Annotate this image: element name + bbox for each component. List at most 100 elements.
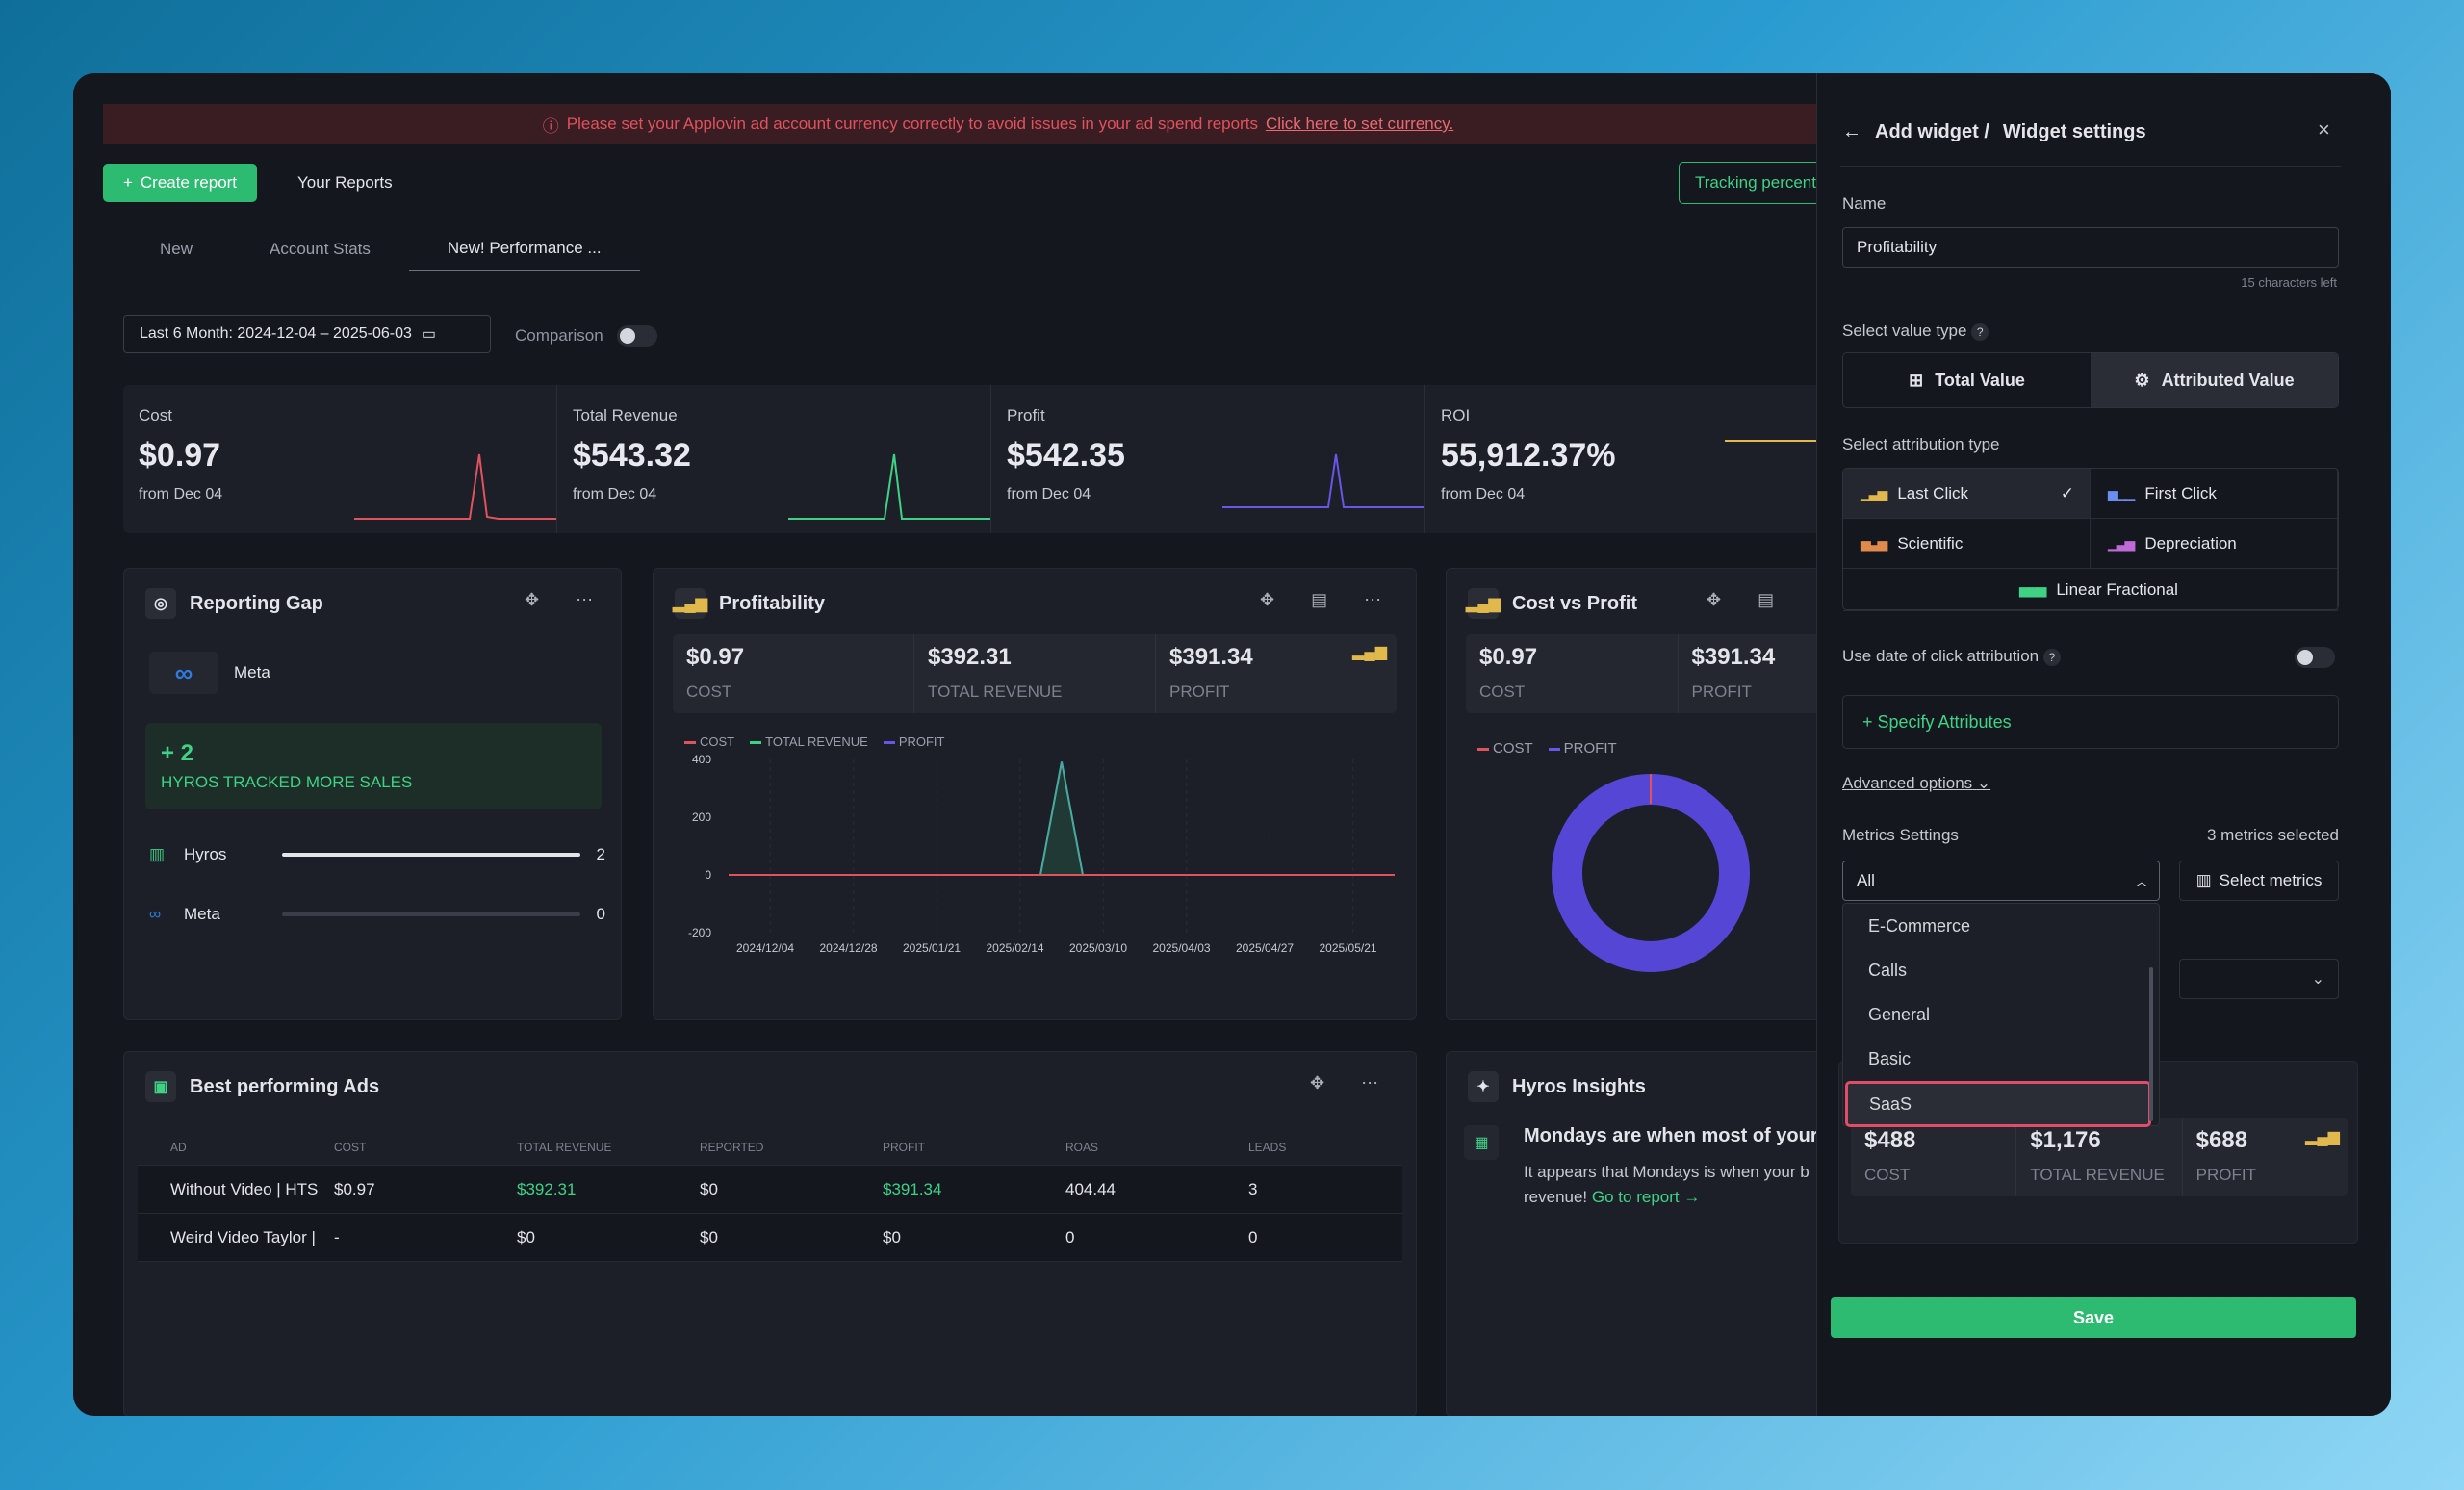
hyros-meta-logo: ∞ — [149, 652, 218, 694]
menu-item-basic[interactable]: Basic — [1868, 1048, 1912, 1068]
bar-chart-icon: ▂▄▆ — [1352, 644, 1387, 660]
attribution-type-grid: ▁▃▅ Last Click ✓ ▅▁▁ First Click ▅▃▅ Scienti… — [1842, 468, 2339, 611]
go-to-report-link[interactable]: Go to report → — [1591, 1188, 1701, 1206]
tab-performance[interactable]: New! Performance ... — [408, 227, 640, 271]
first-click-option[interactable]: ▅▁▁ First Click — [2091, 469, 2338, 519]
last-click-option[interactable]: ▁▃▅ Last Click ✓ — [1843, 469, 2091, 519]
bar-chart-icon: ▁▃▅ — [2108, 535, 2135, 551]
document-icon[interactable]: ▤ — [1758, 590, 1775, 609]
secondary-select[interactable]: ⌄ — [2179, 959, 2339, 999]
x-tick-label: 2025/01/21 — [903, 941, 961, 955]
stat-profit: Profit $542.35 from Dec 04 — [991, 385, 1425, 533]
menu-item-ecommerce[interactable]: E-Commerce — [1868, 915, 1971, 936]
move-icon[interactable]: ✥ — [525, 590, 540, 609]
document-icon[interactable]: ▤ — [1311, 590, 1328, 609]
bar-chart-icon: ▅▅▅ — [2019, 581, 2046, 597]
specify-attributes-button[interactable]: + Specify Attributes — [1842, 695, 2339, 749]
gap-rows: ▥ Hyros 2 ∞ Meta 0 — [149, 840, 605, 929]
chevron-up-icon: ︿ — [2135, 874, 2147, 888]
move-icon[interactable]: ✥ — [1310, 1073, 1325, 1092]
target-icon: ◎ — [145, 588, 176, 619]
y-tick-label: 0 — [705, 868, 711, 882]
more-icon[interactable]: ⋯ — [1361, 1073, 1379, 1092]
linear-fractional-option[interactable]: ▅▅▅ Linear Fractional — [1843, 569, 2338, 611]
scientific-option[interactable]: ▅▃▅ Scientific — [1843, 519, 2091, 569]
gap-row-meta: ∞ Meta 0 — [149, 905, 605, 923]
reporting-gap-card: ◎ Reporting Gap ✥ ⋯ ∞ Meta + 2 HYROS TRACKE… — [123, 568, 622, 1020]
best-ads-card: ▣ Best performing Ads ✥ ⋯ AD COST TOTAL REVE… — [123, 1051, 1417, 1416]
chevron-down-icon: ⌄ — [1976, 774, 1991, 792]
metrics-category-menu: E-Commerce Calls General Basic SaaS — [1842, 903, 2160, 1127]
name-field[interactable]: Profitability — [1842, 227, 2339, 268]
more-icon[interactable]: ⋯ — [576, 590, 594, 609]
profit-sparkline — [1222, 453, 1424, 508]
click-date-toggle[interactable] — [2295, 647, 2335, 668]
tab-account-stats[interactable]: Account Stats — [270, 240, 371, 258]
advanced-options-link[interactable]: Advanced options ⌄ — [1842, 774, 1991, 792]
profitability-metrics: $0.97 COST $392.31 TOTAL REVENUE $391.34 PR… — [673, 634, 1397, 713]
x-tick-label: 2024/12/28 — [820, 941, 878, 955]
table-header: AD COST TOTAL REVENUE REPORTED PROFIT ROAS LEA… — [138, 1129, 1402, 1166]
gap-row-hyros: ▥ Hyros 2 — [149, 845, 605, 863]
cvp-donut-chart — [1552, 774, 1750, 972]
help-icon[interactable]: ? — [1971, 323, 1989, 341]
settings-icon: ⚙ — [2134, 370, 2150, 390]
menu-item-calls[interactable]: Calls — [1868, 960, 1908, 980]
presentation-icon: ▣ — [145, 1071, 176, 1102]
tab-new[interactable]: New — [160, 240, 193, 258]
meta-icon: ∞ — [149, 905, 162, 923]
stat-revenue: Total Revenue $543.32 from Dec 04 — [557, 385, 991, 533]
attributed-value-option[interactable]: ⚙ Attributed Value — [2091, 353, 2338, 407]
sparkle-icon: ✦ — [1468, 1071, 1499, 1102]
depreciation-option[interactable]: ▁▃▅ Depreciation — [2091, 519, 2338, 569]
gap-bar — [282, 912, 580, 916]
revenue-area — [1040, 761, 1083, 875]
table-row[interactable]: Without Video | HTS $0.97 $392.31 $0 $391.34… — [138, 1166, 1402, 1214]
metrics-category-select[interactable]: All ︿ — [1842, 861, 2160, 901]
your-reports-link[interactable]: Your Reports — [297, 173, 393, 192]
select-metrics-button[interactable]: ▥ Select metrics — [2179, 861, 2339, 901]
report-tabs: New Account Stats New! Performance ... — [121, 227, 640, 271]
comparison-toggle[interactable] — [616, 325, 657, 347]
profitability-line-chart: 400 200 0 -200 2024/12/04 2024/12/28 2025/01/2… — [688, 753, 1395, 955]
back-arrow-icon[interactable]: ← — [1842, 121, 1861, 142]
warning-icon: ⓘ — [542, 116, 559, 136]
check-icon: ✓ — [2060, 483, 2074, 502]
total-value-option[interactable]: ⊞ Total Value — [1909, 370, 2025, 390]
calendar-icon: ▭ — [421, 326, 436, 343]
table-row[interactable]: Weird Video Taylor | - $0 $0 $0 0 0 — [138, 1214, 1402, 1262]
menu-item-general[interactable]: General — [1868, 1004, 1931, 1024]
revenue-sparkline — [788, 453, 990, 520]
breadcrumb[interactable]: Add widget / — [1875, 121, 1989, 142]
x-tick-label: 2025/03/10 — [1069, 941, 1127, 955]
bar-chart-icon: ▅▁▁ — [2108, 485, 2135, 501]
platform-row: ∞ Meta — [149, 652, 270, 694]
save-button[interactable]: Save — [1831, 1297, 2356, 1338]
bar-chart-icon: ▅▃▅ — [1861, 535, 1887, 551]
stat-cost: Cost $0.97 from Dec 04 — [123, 385, 557, 533]
stat-roi: ROI 55,912.37% from Dec 04 — [1425, 385, 1879, 533]
banner-message: Please set your Applovin ad account curr… — [566, 115, 1258, 133]
panel-title: Widget settings — [2002, 121, 2146, 142]
move-icon[interactable]: ✥ — [1260, 590, 1275, 609]
menu-item-saas[interactable]: SaaS — [1845, 1081, 2151, 1127]
x-tick-label: 2024/12/04 — [736, 941, 794, 955]
grid-icon: ⊞ — [1909, 370, 1924, 390]
bar-chart-icon: ▁▃▅ — [1861, 485, 1887, 501]
date-range-picker[interactable]: Last 6 Month: 2024-12-04 – 2025-06-03 ▭ — [123, 315, 491, 353]
move-icon[interactable]: ✥ — [1707, 590, 1722, 609]
help-icon[interactable]: ? — [2042, 649, 2061, 666]
columns-icon: ▥ — [2195, 871, 2212, 889]
set-currency-link[interactable]: Click here to set currency. — [1265, 115, 1454, 133]
y-tick-label: 200 — [692, 810, 711, 824]
close-icon[interactable]: × — [2318, 117, 2330, 141]
x-tick-label: 2025/05/21 — [1320, 941, 1377, 955]
more-icon[interactable]: ⋯ — [1364, 590, 1382, 609]
create-report-button[interactable]: + Create report — [103, 164, 257, 202]
x-tick-label: 2025/02/14 — [987, 941, 1044, 955]
scrollbar[interactable] — [2149, 967, 2153, 1121]
currency-warning-banner: ⓘ Please set your Applovin ad account cu… — [103, 104, 1893, 144]
x-tick-label: 2025/04/03 — [1153, 941, 1211, 955]
profitability-card: ▂▄▆ Profitability ✥ ▤ ⋯ $0.97 COST $392.31 TO… — [653, 568, 1417, 1020]
x-tick-label: 2025/04/27 — [1236, 941, 1294, 955]
